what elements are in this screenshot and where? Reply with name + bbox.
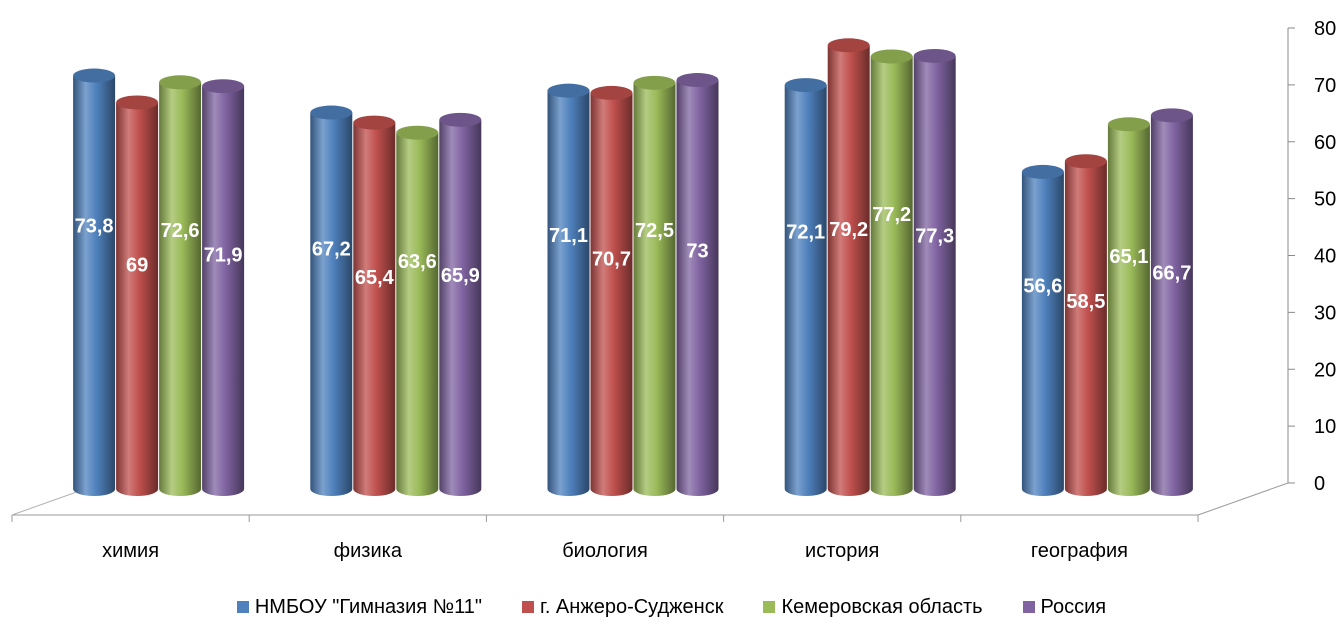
legend-swatch <box>763 601 776 613</box>
y-tick-label: 30 <box>1314 302 1336 324</box>
legend-item: Россия <box>1022 595 1107 619</box>
y-tick-label: 20 <box>1314 359 1336 381</box>
data-label: 71,1 <box>549 225 588 247</box>
x-tick-label: биология <box>562 540 648 562</box>
legend-label: г. Анжеро-Судженск <box>539 595 724 618</box>
bar <box>310 105 353 497</box>
data-label: 79,2 <box>829 219 868 241</box>
floor-depth-line <box>1197 482 1289 516</box>
y-tick-label: 50 <box>1314 189 1336 211</box>
bar <box>827 38 870 497</box>
legend-swatch <box>236 601 249 613</box>
bar <box>159 75 202 497</box>
bar <box>870 49 913 497</box>
y-tick-label: 0 <box>1314 473 1325 495</box>
data-label: 72,1 <box>786 222 825 244</box>
bar <box>784 78 827 497</box>
legend-swatch <box>1022 601 1035 613</box>
x-tick-label: география <box>1031 540 1128 562</box>
bar <box>913 48 956 497</box>
y-tick-label: 10 <box>1314 416 1336 438</box>
legend-label: Россия <box>1040 595 1107 618</box>
data-label: 77,2 <box>872 204 911 226</box>
data-label: 72,5 <box>635 220 674 242</box>
legend-swatch <box>521 601 534 613</box>
chart-legend: НМБОУ "Гимназия №11" г. Анжеро-Судженск Ке… <box>0 594 1343 620</box>
bar <box>633 75 676 497</box>
bar <box>1021 164 1064 497</box>
data-label: 72,6 <box>161 220 200 242</box>
data-label: 56,6 <box>1023 275 1062 297</box>
data-label: 67,2 <box>312 239 351 261</box>
data-label: 71,9 <box>204 244 243 266</box>
data-label: 66,7 <box>1152 262 1191 284</box>
chart-axes: 0 10 20 30 40 50 60 70 80 химия физика биология исто… <box>11 18 1336 562</box>
x-tick-label: химия <box>102 540 159 562</box>
bar <box>439 112 482 497</box>
bar <box>202 79 245 497</box>
bar <box>1064 154 1107 497</box>
bar <box>353 115 396 497</box>
data-label: 73 <box>686 240 708 262</box>
data-label: 73,8 <box>75 216 114 238</box>
bar <box>1150 108 1193 497</box>
bar <box>396 125 439 497</box>
bar <box>116 95 159 496</box>
y-tick-label: 60 <box>1314 132 1336 154</box>
y-tick-label: 70 <box>1314 75 1336 97</box>
bar <box>73 68 116 497</box>
y-tick-label: 40 <box>1314 246 1336 268</box>
y-tick-label: 80 <box>1314 18 1336 40</box>
data-label: 65,9 <box>441 265 480 287</box>
data-label: 65,1 <box>1109 246 1148 268</box>
legend-item: г. Анжеро-Судженск <box>521 595 724 619</box>
bar <box>1107 117 1150 497</box>
legend-label: Кемеровская область <box>781 595 983 618</box>
x-tick-label: история <box>805 540 879 562</box>
data-label: 69 <box>126 254 148 276</box>
bar <box>590 85 633 497</box>
data-label: 77,3 <box>915 226 954 248</box>
legend-label: НМБОУ "Гимназия №11" <box>254 595 482 618</box>
x-tick-label: физика <box>334 540 403 562</box>
legend-item: НМБОУ "Гимназия №11" <box>236 595 482 619</box>
data-label: 65,4 <box>355 267 395 289</box>
chart-bars <box>73 38 1193 497</box>
data-label: 63,6 <box>398 251 437 273</box>
legend-item: Кемеровская область <box>763 595 983 619</box>
data-label: 58,5 <box>1066 291 1105 313</box>
bar <box>676 73 719 497</box>
bar <box>547 83 590 497</box>
data-label: 70,7 <box>592 248 631 270</box>
